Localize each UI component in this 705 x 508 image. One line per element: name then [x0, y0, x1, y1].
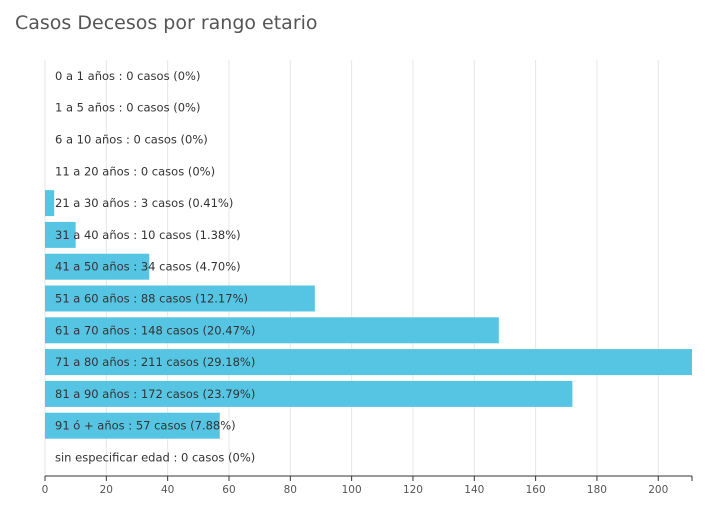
x-tick-label: 120 [403, 484, 423, 496]
chart-title: Casos Decesos por rango etario [15, 12, 318, 34]
x-tick-label: 140 [464, 484, 484, 496]
x-tick-label: 60 [222, 484, 235, 496]
x-tick-label: 80 [284, 484, 297, 496]
bar-label: 1 a 5 años : 0 casos (0%) [55, 101, 200, 115]
x-tick-label: 100 [342, 484, 362, 496]
x-tick-label: 20 [100, 484, 113, 496]
bar-label: sin especificar edad : 0 casos (0%) [55, 451, 255, 465]
bar-label: 71 a 80 años : 211 casos (29.18%) [55, 355, 255, 369]
bar [45, 412, 220, 439]
bar-label: 11 a 20 años : 0 casos (0%) [55, 164, 215, 178]
bar-label: 41 a 50 años : 34 casos (4.70%) [55, 260, 241, 274]
bar-label: 61 a 70 años : 148 casos (20.47%) [55, 323, 255, 337]
bar [45, 253, 150, 280]
bar [45, 317, 499, 344]
bar-label: 51 a 60 años : 88 casos (12.17%) [55, 292, 248, 306]
bar [45, 221, 76, 248]
bar-label: 21 a 30 años : 3 casos (0.41%) [55, 196, 233, 210]
x-tick-label: 180 [587, 484, 607, 496]
bar-label: 0 a 1 años : 0 casos (0%) [55, 69, 200, 83]
bar [45, 380, 573, 407]
bar [45, 285, 315, 312]
x-tick-label: 160 [526, 484, 546, 496]
bar [45, 190, 55, 217]
bar-label: 81 a 90 años : 172 casos (23.79%) [55, 387, 255, 401]
x-tick-label: 0 [42, 484, 49, 496]
x-tick-label: 200 [648, 484, 668, 496]
bar-label: 6 a 10 años : 0 casos (0%) [55, 133, 208, 147]
bar-label: 31 a 40 años : 10 casos (1.38%) [55, 228, 241, 242]
x-tick-label: 40 [161, 484, 174, 496]
bar-label: 91 ó + años : 57 casos (7.88%) [55, 419, 236, 433]
bar [45, 349, 692, 376]
